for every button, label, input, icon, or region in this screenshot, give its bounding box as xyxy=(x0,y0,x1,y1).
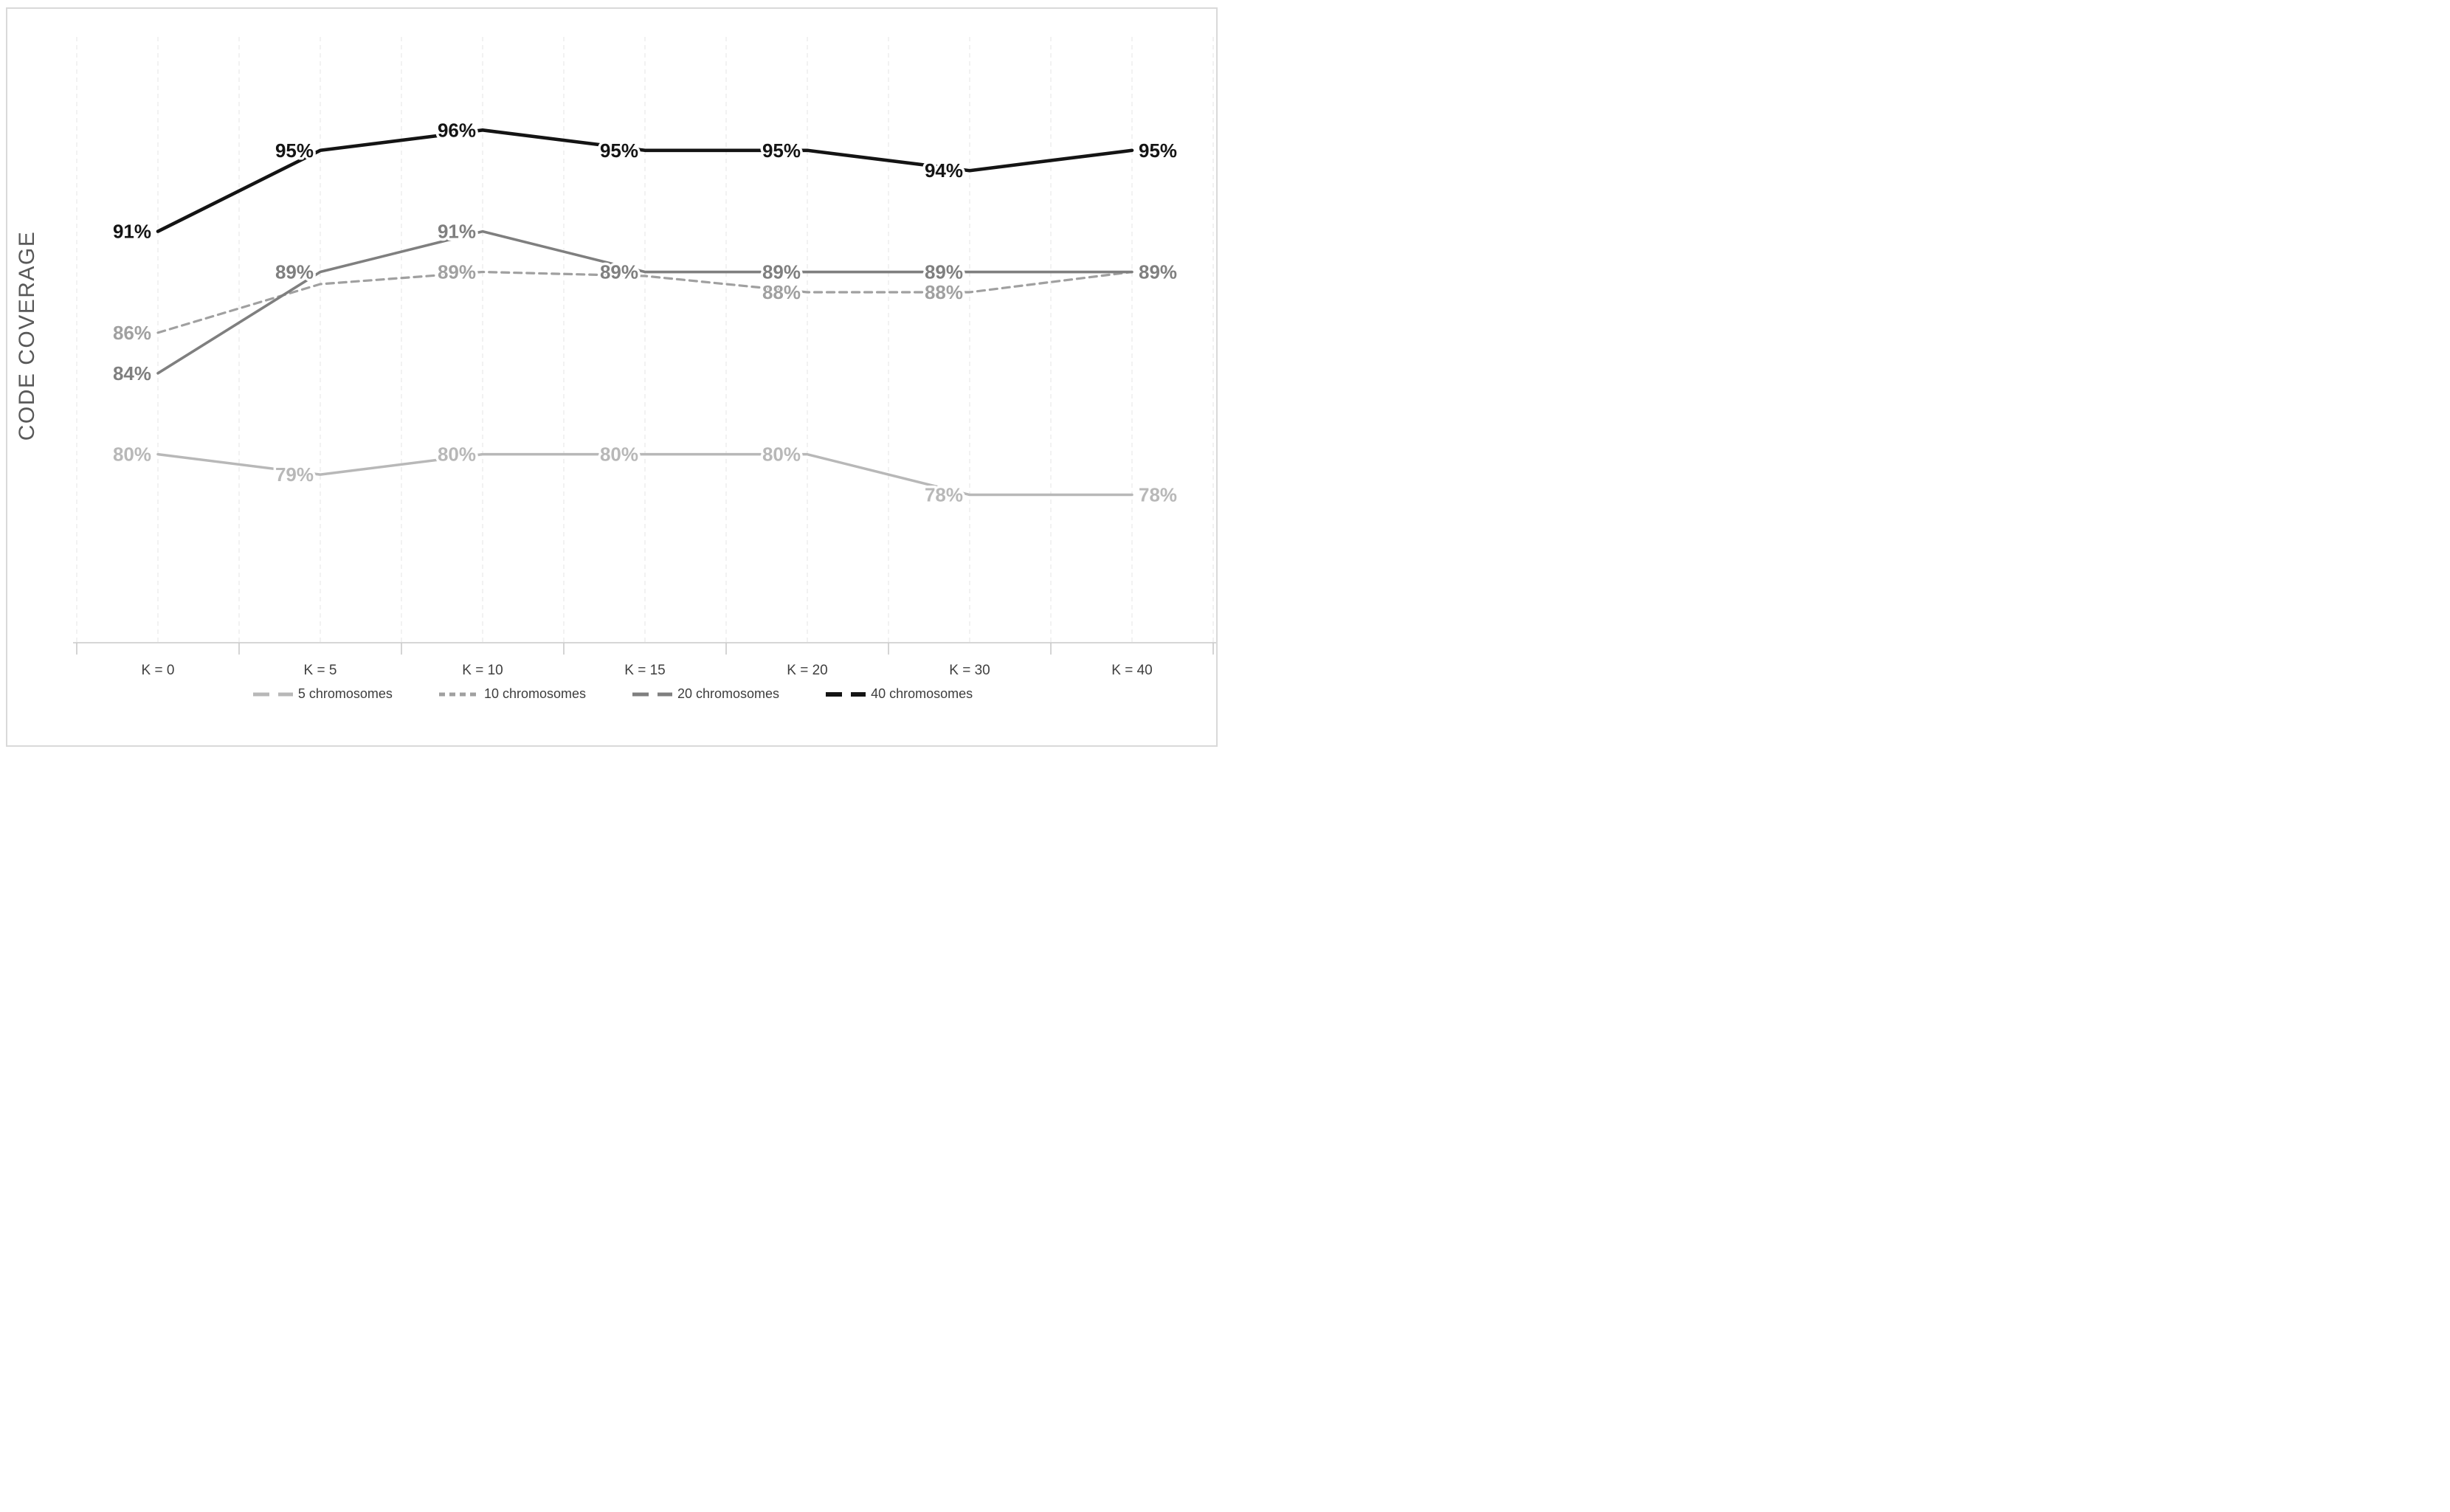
line-chart: 80%79%80% 80% 80%78% 78%86%89%88% 88%84%89%9… xyxy=(73,37,1216,678)
chart-legend: 5 chromosomes 10 chromosomes 20 chromosome… xyxy=(0,686,1225,702)
series-line-20-chromosomes xyxy=(156,229,1133,375)
data-label: 89% xyxy=(925,261,963,283)
legend-item-20-chromosomes: 20 chromosomes xyxy=(632,686,779,702)
data-label: 95% xyxy=(1139,139,1177,162)
data-label: 95% xyxy=(762,139,801,162)
x-axis-label: K = 0 xyxy=(142,663,175,678)
legend-marker-line-icon xyxy=(252,692,293,696)
legend-item-5-chromosomes: 5 chromosomes xyxy=(252,686,393,702)
data-label: 95% xyxy=(600,139,638,162)
data-label: 89% xyxy=(1139,261,1177,283)
data-label: 78% xyxy=(1139,484,1177,506)
legend-label: 10 chromosomes xyxy=(483,686,586,701)
legend-item-10-chromosomes: 10 chromosomes xyxy=(438,686,586,702)
series-line-5-chromosomes xyxy=(156,452,1133,497)
data-label: 91% xyxy=(113,221,151,243)
data-label: 96% xyxy=(438,119,476,141)
data-label: 89% xyxy=(275,261,314,283)
data-label: 84% xyxy=(113,362,151,384)
data-label: 80% xyxy=(438,443,476,466)
series-line-10-chromosomes xyxy=(156,270,1133,334)
legend-label: 5 chromosomes xyxy=(297,686,393,701)
data-label: 80% xyxy=(762,443,801,466)
data-label: 80% xyxy=(113,443,151,466)
x-axis-label: K = 10 xyxy=(462,663,503,678)
data-label: 94% xyxy=(925,159,963,182)
data-label: 86% xyxy=(113,322,151,344)
x-axis-label: K = 40 xyxy=(1111,663,1152,678)
legend-label: 40 chromosomes xyxy=(871,686,973,701)
x-axis-labels-group: K = 0 K = 5 K = 10 K = 15 K = 20 K = 30 K = 40 xyxy=(142,663,1153,678)
data-label: 78% xyxy=(925,484,963,506)
legend-item-40-chromosomes: 40 chromosomes xyxy=(825,686,973,702)
data-label: 91% xyxy=(438,221,476,243)
data-label: 89% xyxy=(600,261,638,283)
x-axis xyxy=(73,642,1216,655)
data-label: 88% xyxy=(925,281,963,303)
legend-marker-line-icon xyxy=(632,692,672,696)
data-label: 95% xyxy=(275,139,314,162)
chart-figure: CODE COVERAGE 80% 79% 80% 80% 80% 78% 78% 86% 89… xyxy=(0,0,1225,756)
x-axis-label: K = 15 xyxy=(624,663,665,678)
data-label: 89% xyxy=(438,261,476,283)
data-label: 80% xyxy=(600,443,638,466)
x-axis-label: K = 20 xyxy=(787,663,827,678)
x-axis-label: K = 5 xyxy=(304,663,337,678)
data-label: 89% xyxy=(762,261,801,283)
legend-marker-dashed-line-icon xyxy=(438,692,479,696)
series-line-40-chromosomes xyxy=(156,128,1134,233)
series-lines-group xyxy=(156,128,1134,497)
x-axis-label: K = 30 xyxy=(949,663,990,678)
gridlines-group xyxy=(76,37,1214,643)
data-labels-group: 80%79%80% 80% 80%78% 78%86%89%88% 88%84%89%9… xyxy=(110,117,1179,508)
legend-label: 20 chromosomes xyxy=(677,686,780,701)
data-label: 88% xyxy=(762,281,801,303)
legend-marker-line-icon xyxy=(826,691,866,697)
data-label: 79% xyxy=(275,463,314,486)
